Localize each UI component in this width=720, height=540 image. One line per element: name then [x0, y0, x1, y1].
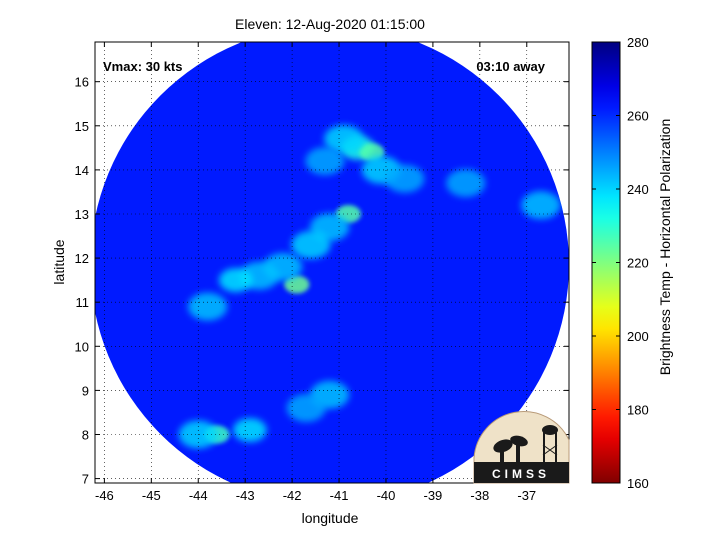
cimss-logo-text: CIMSS — [492, 467, 550, 481]
y-tick-label: 15 — [75, 119, 89, 134]
x-tick-label: -39 — [424, 488, 443, 503]
colorbar-tick-label: 240 — [627, 182, 649, 197]
time-away-annotation: 03:10 away — [476, 59, 545, 74]
vmax-annotation: Vmax: 30 kts — [103, 59, 183, 74]
colorbar: 160 180 200 220 240 260 280 Brightness Temp - … — [591, 35, 673, 491]
brightness-feature — [233, 418, 267, 443]
y-tick-label: 14 — [75, 163, 89, 178]
y-tick-label: 16 — [75, 75, 89, 90]
brightness-feature — [284, 275, 310, 294]
brightness-feature — [188, 292, 228, 321]
colorbar-tick-label: 200 — [627, 329, 649, 344]
brightness-feature — [305, 147, 345, 176]
grid-lines — [95, 42, 569, 483]
brightness-feature — [324, 125, 364, 154]
y-tick-label: 13 — [75, 207, 89, 222]
x-tick-label: -43 — [236, 488, 255, 503]
y-tick-label: 11 — [76, 295, 90, 310]
brightness-feature — [291, 230, 331, 259]
y-tick-label: 8 — [82, 427, 89, 442]
x-tick-label: -44 — [189, 488, 208, 503]
colorbar-label: Brightness Temp - Horizontal Polarizatio… — [657, 119, 673, 376]
x-axis: -46 -45 -44 -43 -42 -41 -40 -39 -38 -37 — [95, 42, 536, 503]
x-tick-label: -37 — [517, 488, 536, 503]
x-tick-label: -40 — [377, 488, 396, 503]
chart-title: Eleven: 12-Aug-2020 01:15:00 — [235, 16, 425, 32]
cimss-logo: CIMSS — [473, 411, 570, 484]
colorbar-tick-label: 260 — [627, 109, 649, 124]
colorbar-ticks: 160 180 200 220 240 260 280 — [592, 35, 649, 491]
colorbar-tick-label: 220 — [627, 256, 649, 271]
brightness-features — [178, 125, 561, 449]
brightness-feature — [385, 164, 425, 193]
brightness-feature — [218, 268, 253, 293]
colorbar-tick-label: 280 — [627, 35, 649, 50]
colorbar-tick-label: 180 — [627, 403, 649, 418]
satellite-swath — [95, 42, 569, 483]
brightness-feature — [446, 169, 486, 198]
brightness-feature — [286, 394, 326, 423]
x-tick-label: -41 — [330, 488, 349, 503]
x-tick-label: -46 — [95, 488, 114, 503]
plot-frame — [94, 41, 570, 484]
y-tick-label: 12 — [75, 251, 89, 266]
plot-area: -46 -45 -44 -43 -42 -41 -40 -39 -38 -37 7 8 9 10 11 12… — [75, 41, 570, 503]
y-tick-label: 9 — [82, 383, 89, 398]
x-axis-label: longitude — [302, 510, 359, 526]
brightness-feature — [521, 191, 561, 220]
colorbar-tick-label: 160 — [627, 476, 649, 491]
x-tick-label: -42 — [283, 488, 302, 503]
colorbar-ramp — [591, 41, 621, 484]
x-tick-label: -38 — [470, 488, 489, 503]
y-tick-label: 7 — [82, 472, 89, 487]
y-tick-label: 10 — [75, 339, 89, 354]
y-axis-label: latitude — [51, 239, 67, 284]
x-tick-label: -45 — [142, 488, 161, 503]
y-axis: 7 8 9 10 11 12 13 14 15 16 — [75, 75, 569, 487]
